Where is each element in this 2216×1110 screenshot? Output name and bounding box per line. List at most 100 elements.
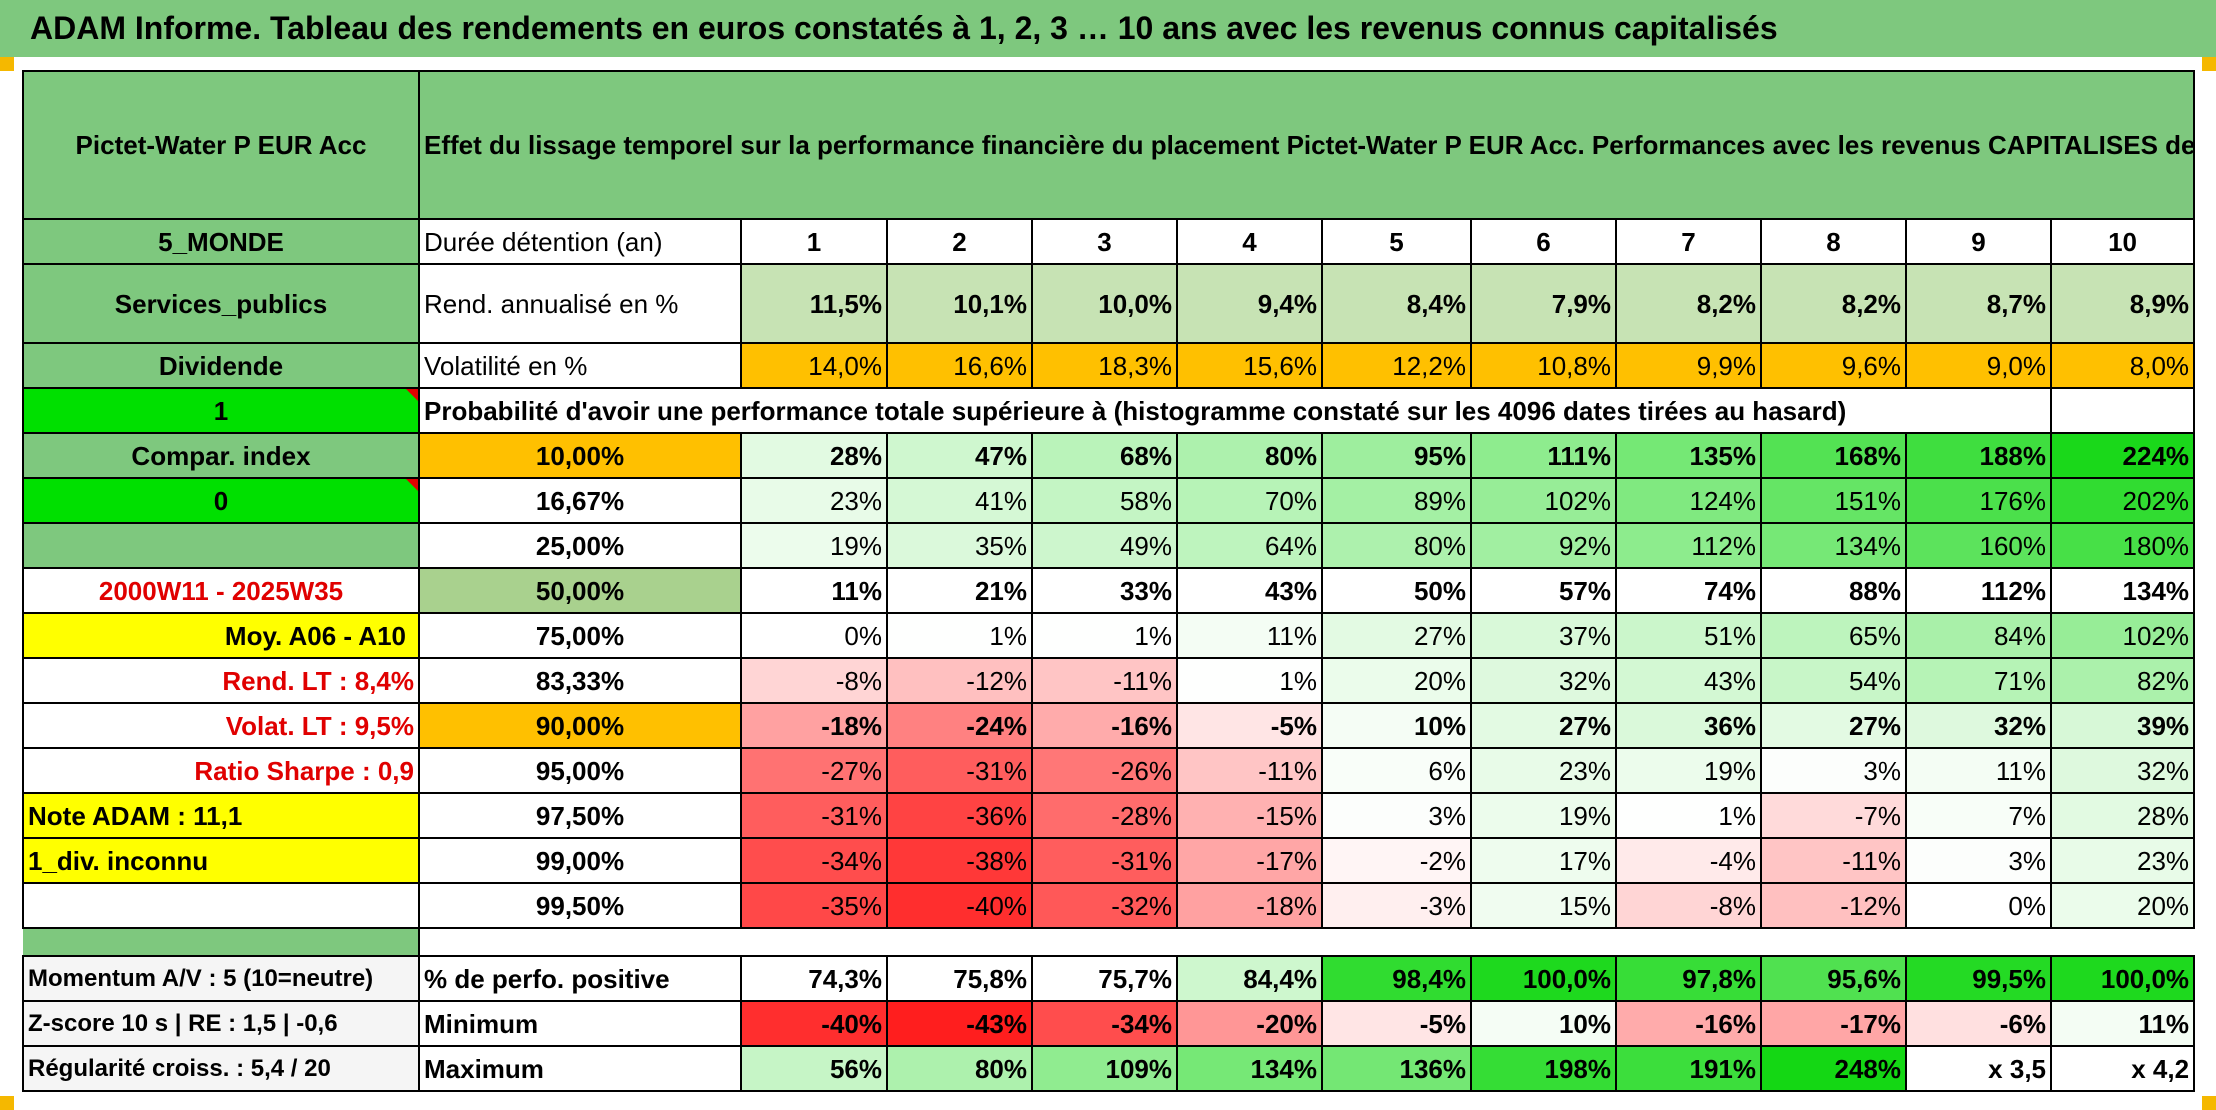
quantile-label: 10,00% xyxy=(418,432,742,479)
positive-share-cell: 98,4% xyxy=(1321,955,1472,1002)
minimum-cell: 11% xyxy=(2049,1000,2196,1047)
quantile-value-cell: 19% xyxy=(740,522,888,569)
quantile-value-cell: 102% xyxy=(2049,612,2196,659)
quantile-value-cell: -17% xyxy=(1176,837,1323,884)
quantile-value-cell: 32% xyxy=(2049,747,2196,794)
quantile-value-cell: -18% xyxy=(1176,882,1323,929)
annual-return-cell: 8,7% xyxy=(1905,263,2052,344)
year-header: 3 xyxy=(1031,218,1178,265)
unknown-dividend-label: 1_div. inconnu xyxy=(22,837,420,884)
quantile-value-cell: 112% xyxy=(1615,522,1762,569)
quantile-value-cell: 151% xyxy=(1760,477,1907,524)
maximum-label: Maximum xyxy=(418,1045,742,1092)
period-label: 2000W11 - 2025W35 xyxy=(22,567,420,614)
positive-share-cell: 100,0% xyxy=(2049,955,2196,1002)
year-header: 7 xyxy=(1615,218,1762,265)
quantile-value-cell: -40% xyxy=(886,882,1033,929)
quantile-value-cell: 134% xyxy=(2049,567,2196,614)
quantile-value-cell: 160% xyxy=(1905,522,2052,569)
quantile-value-cell: 51% xyxy=(1615,612,1762,659)
quantile-value-cell: -32% xyxy=(1031,882,1178,929)
quantile-value-cell: 11% xyxy=(1176,612,1323,659)
gap-cell xyxy=(23,928,420,956)
quantile-value-cell: 82% xyxy=(2049,657,2196,704)
quantile-value-cell: -5% xyxy=(1176,702,1323,749)
volatility-cell: 15,6% xyxy=(1176,342,1323,389)
corner-marker xyxy=(0,57,14,71)
positive-share-cell: 99,5% xyxy=(1905,955,2052,1002)
quantile-value-cell: 20% xyxy=(1321,657,1472,704)
momentum-label: Momentum A/V : 5 (10=neutre) xyxy=(22,955,420,1002)
quantile-value-cell: 111% xyxy=(1470,432,1617,479)
quantile-value-cell: 43% xyxy=(1615,657,1762,704)
quantile-value-cell: 35% xyxy=(886,522,1033,569)
annual-return-cell: 8,2% xyxy=(1760,263,1907,344)
quantile-value-cell: 1% xyxy=(1176,657,1323,704)
compar-index-label: Compar. index xyxy=(22,432,420,479)
quantile-value-cell: 70% xyxy=(1176,477,1323,524)
quantile-value-cell: 19% xyxy=(1615,747,1762,794)
volatility-cell: 10,8% xyxy=(1470,342,1617,389)
quantile-value-cell: 20% xyxy=(2049,882,2196,929)
quantile-value-cell: 39% xyxy=(2049,702,2196,749)
quantile-value-cell: -27% xyxy=(740,747,888,794)
quantile-value-cell: 27% xyxy=(1470,702,1617,749)
quantile-value-cell: 28% xyxy=(740,432,888,479)
empty-cell xyxy=(2049,387,2196,434)
quantile-value-cell: 28% xyxy=(2049,792,2196,839)
quantile-value-cell: 80% xyxy=(1176,432,1323,479)
quantile-label: 90,00% xyxy=(418,702,742,749)
quantile-label: 83,33% xyxy=(418,657,742,704)
quantile-value-cell: 23% xyxy=(2049,837,2196,884)
quantile-value-cell: 21% xyxy=(886,567,1033,614)
quantile-value-cell: 27% xyxy=(1321,612,1472,659)
quantile-value-cell: 47% xyxy=(886,432,1033,479)
quantile-value-cell: 176% xyxy=(1905,477,2052,524)
quantile-value-cell: 92% xyxy=(1470,522,1617,569)
quantile-value-cell: 88% xyxy=(1760,567,1907,614)
quantile-value-cell: 95% xyxy=(1321,432,1472,479)
quantile-value-cell: 135% xyxy=(1615,432,1762,479)
quantile-value-cell: 1% xyxy=(1031,612,1178,659)
quantile-value-cell: 36% xyxy=(1615,702,1762,749)
minimum-label: Minimum xyxy=(418,1000,742,1047)
minimum-cell: -20% xyxy=(1176,1000,1323,1047)
corner-marker xyxy=(0,1096,14,1110)
maximum-cell: 56% xyxy=(740,1045,888,1092)
quantile-value-cell: 49% xyxy=(1031,522,1178,569)
positive-share-cell: 84,4% xyxy=(1176,955,1323,1002)
quantile-value-cell: -38% xyxy=(886,837,1033,884)
quantile-label: 99,00% xyxy=(418,837,742,884)
quantile-value-cell: -11% xyxy=(1760,837,1907,884)
quantile-value-cell: 32% xyxy=(1470,657,1617,704)
regularity-label: Régularité croiss. : 5,4 / 20 xyxy=(22,1045,420,1092)
volatility-cell: 9,0% xyxy=(1905,342,2052,389)
positive-share-cell: 95,6% xyxy=(1760,955,1907,1002)
long-term-return-label: Rend. LT : 8,4% xyxy=(22,657,420,704)
corner-marker xyxy=(2202,1096,2216,1110)
quantile-value-cell: 43% xyxy=(1176,567,1323,614)
year-header: 8 xyxy=(1760,218,1907,265)
minimum-cell: -6% xyxy=(1905,1000,2052,1047)
volatility-cell: 16,6% xyxy=(886,342,1033,389)
minimum-cell: -16% xyxy=(1615,1000,1762,1047)
quantile-value-cell: 71% xyxy=(1905,657,2052,704)
quantile-value-cell: 188% xyxy=(1905,432,2052,479)
quantile-value-cell: 224% xyxy=(2049,432,2196,479)
duration-label: Durée détention (an) xyxy=(418,218,742,265)
positive-share-cell: 75,8% xyxy=(886,955,1033,1002)
quantile-value-cell: 112% xyxy=(1905,567,2052,614)
minimum-cell: -17% xyxy=(1760,1000,1907,1047)
quantile-value-cell: 202% xyxy=(2049,477,2196,524)
quantile-value-cell: 10% xyxy=(1321,702,1472,749)
quantile-value-cell: -31% xyxy=(740,792,888,839)
quantile-value-cell: 11% xyxy=(1905,747,2052,794)
quantile-value-cell: 3% xyxy=(1905,837,2052,884)
annual-return-cell: 10,0% xyxy=(1031,263,1178,344)
quantile-value-cell: -11% xyxy=(1176,747,1323,794)
quantile-value-cell: 64% xyxy=(1176,522,1323,569)
quantile-value-cell: 3% xyxy=(1760,747,1907,794)
maximum-cell: 109% xyxy=(1031,1045,1178,1092)
positive-share-cell: 97,8% xyxy=(1615,955,1762,1002)
quantile-value-cell: 7% xyxy=(1905,792,2052,839)
